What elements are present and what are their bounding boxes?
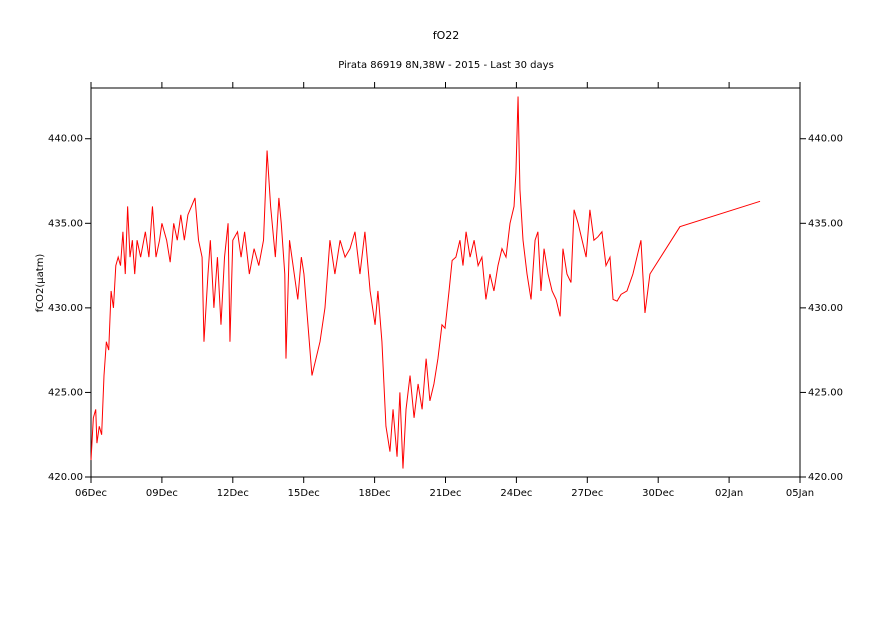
chart-title: fO22	[433, 29, 460, 42]
x-tick-label: 05Jan	[786, 488, 814, 499]
x-tick-label: 30Dec	[642, 488, 674, 499]
y2-tick-label: 425.00	[808, 387, 843, 398]
x-tick-label: 24Dec	[500, 488, 532, 499]
x-tick-label: 12Dec	[217, 488, 249, 499]
y2-tick-label: 420.00	[808, 472, 843, 483]
y-tick-label: 420.00	[48, 472, 83, 483]
y-tick-label: 430.00	[48, 303, 83, 314]
x-tick-label: 27Dec	[571, 488, 603, 499]
y-tick-label: 425.00	[48, 387, 83, 398]
x-tick-label: 21Dec	[429, 488, 461, 499]
x-tick-label: 15Dec	[288, 488, 320, 499]
data-line	[90, 96, 761, 469]
y-tick-label: 435.00	[48, 218, 83, 229]
x-tick-label: 09Dec	[146, 488, 178, 499]
x-tick-label: 02Jan	[715, 488, 743, 499]
x-tick-label: 06Dec	[75, 488, 107, 499]
y-axis-label: fCO2(µatm)	[35, 254, 46, 313]
y2-tick-label: 440.00	[808, 134, 843, 145]
chart-subtitle: Pirata 86919 8N,38W - 2015 - Last 30 day…	[338, 60, 554, 71]
y-tick-label: 440.00	[48, 134, 83, 145]
y2-tick-label: 430.00	[808, 303, 843, 314]
x-tick-label: 18Dec	[359, 488, 391, 499]
y2-tick-label: 435.00	[808, 218, 843, 229]
